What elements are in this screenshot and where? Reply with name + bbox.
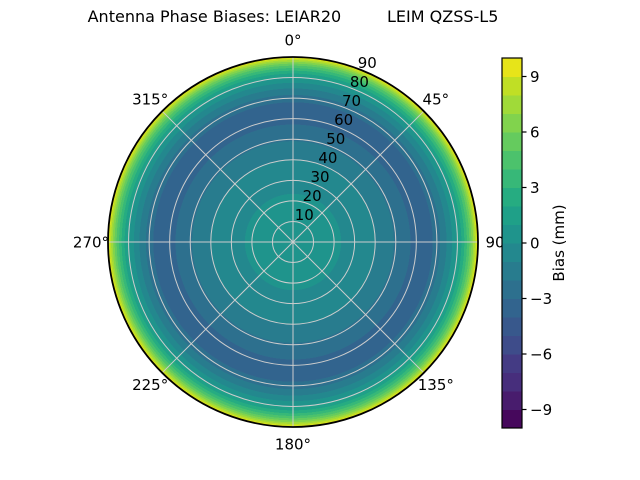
colorbar-band-13 xyxy=(502,169,522,188)
azimuth-label-45: 45° xyxy=(423,90,450,108)
zenith-label-50: 50 xyxy=(326,130,345,148)
colorbar-tick-label-−3: −3 xyxy=(530,290,552,308)
colorbar-tick-label-−9: −9 xyxy=(530,401,552,419)
grid-spoke-315 xyxy=(161,110,294,243)
zenith-label-70: 70 xyxy=(342,92,361,110)
zenith-label-10: 10 xyxy=(295,206,314,224)
colorbar-band-1 xyxy=(502,391,522,410)
polar-outline xyxy=(107,56,479,428)
colorbar-tick-label-3: 3 xyxy=(530,179,540,197)
grid-spoke-225 xyxy=(161,241,294,374)
colorbar-band-15 xyxy=(502,132,522,151)
colorbar-tick-label-6: 6 xyxy=(530,123,540,141)
zenith-label-20: 20 xyxy=(303,187,322,205)
colorbar-band-14 xyxy=(502,150,522,170)
colorbar-band-5 xyxy=(502,317,522,336)
colorbar-band-7 xyxy=(502,280,522,299)
colorbar-band-18 xyxy=(502,76,522,96)
colorbar-tick-label-−6: −6 xyxy=(530,345,552,363)
colorbar-band-6 xyxy=(502,298,522,318)
colorbar-band-9 xyxy=(502,243,522,262)
azimuth-label-135: 135° xyxy=(418,376,454,394)
azimuth-label-180: 180° xyxy=(275,435,311,453)
colorbar-tick-label-0: 0 xyxy=(530,234,540,252)
grid-spoke-135 xyxy=(292,241,425,374)
zenith-label-90: 90 xyxy=(358,54,377,72)
colorbar-band-8 xyxy=(502,261,522,281)
azimuth-label-225: 225° xyxy=(132,376,168,394)
azimuth-label-0: 0° xyxy=(284,31,301,49)
azimuth-label-90: 90 xyxy=(485,233,504,251)
colorbar-band-10 xyxy=(502,224,522,244)
zenith-label-30: 30 xyxy=(310,168,329,186)
colorbar-band-16 xyxy=(502,113,522,133)
colorbar-band-2 xyxy=(502,372,522,392)
grid-spoke-45 xyxy=(292,110,425,243)
azimuth-label-315: 315° xyxy=(132,90,168,108)
colorbar-band-17 xyxy=(502,95,522,114)
chart-title: Antenna Phase Biases: LEIAR20 LEIM QZSS-… xyxy=(87,7,499,26)
azimuth-label-270: 270° xyxy=(73,233,109,251)
colorbar-band-3 xyxy=(502,354,522,373)
colorbar-axis-label: Bias (mm) xyxy=(550,204,568,281)
colorbar-band-4 xyxy=(502,335,522,355)
colorbar-band-19 xyxy=(502,58,522,77)
zenith-label-60: 60 xyxy=(334,111,353,129)
colorbar-band-12 xyxy=(502,187,522,207)
colorbar-band-0 xyxy=(502,409,522,429)
colorbar-tick-label-9: 9 xyxy=(530,68,540,86)
colorbar-band-11 xyxy=(502,206,522,225)
zenith-label-40: 40 xyxy=(318,149,337,167)
zenith-label-80: 80 xyxy=(350,73,369,91)
